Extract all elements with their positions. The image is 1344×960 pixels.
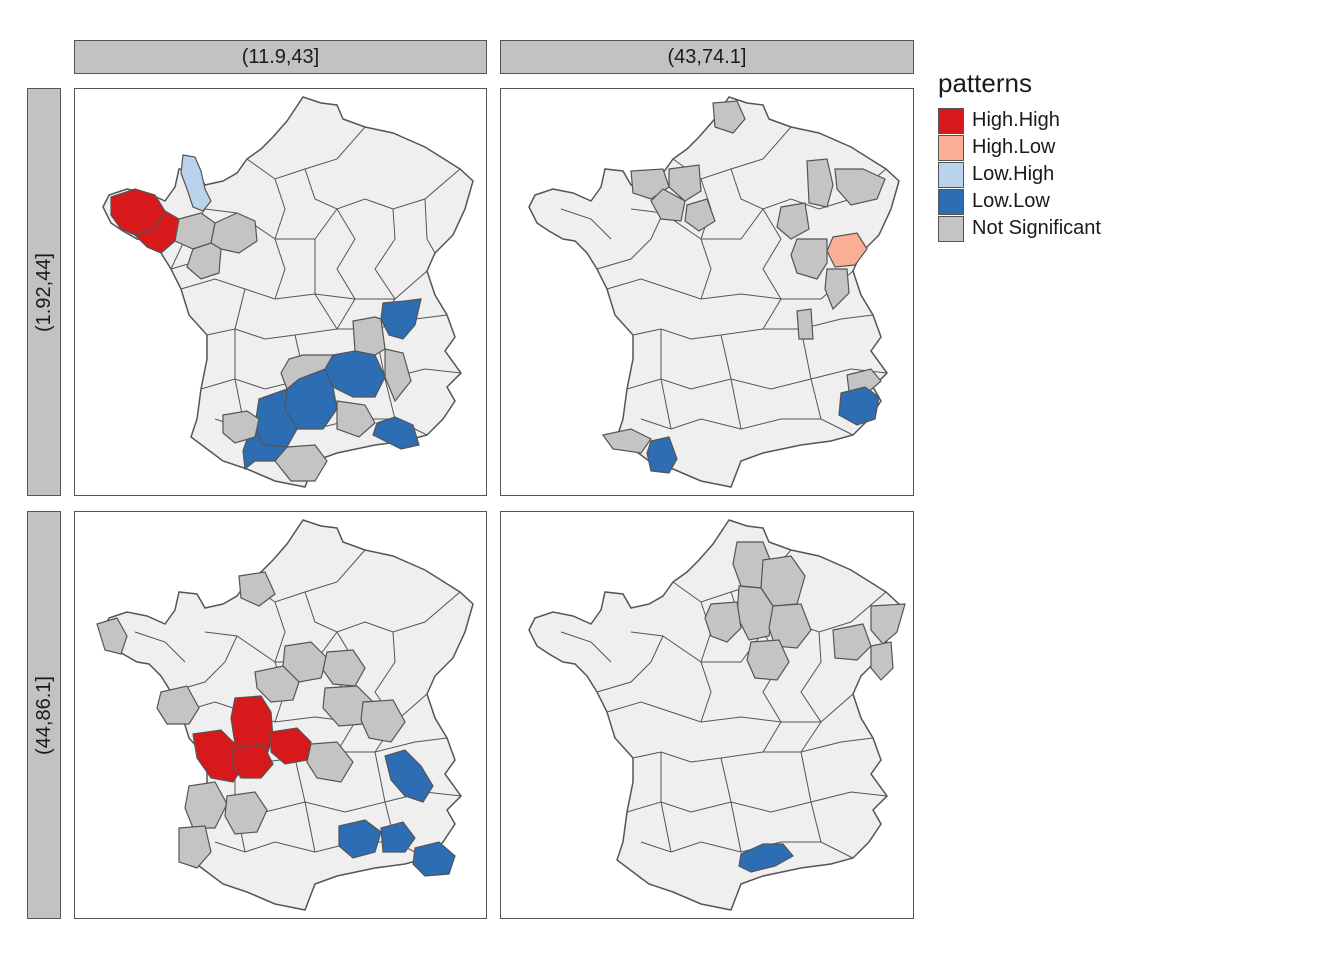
region-loire-atlantique bbox=[186, 242, 222, 280]
map-panel-r1-c2 bbox=[500, 88, 914, 496]
legend-item-high-low: High.Low bbox=[938, 134, 1101, 161]
region-bas-rhin bbox=[870, 603, 906, 645]
region-herault bbox=[738, 843, 794, 873]
region-yvelines bbox=[684, 198, 716, 232]
region-lot bbox=[306, 741, 354, 783]
region-bouches-du-rhone bbox=[372, 416, 420, 450]
france-outline bbox=[528, 519, 900, 911]
region-charente bbox=[232, 743, 274, 779]
map-svg bbox=[528, 519, 906, 911]
map-panel-r2-c1 bbox=[74, 511, 487, 919]
region-eure bbox=[668, 164, 702, 202]
region-alpes-de-haute-provence bbox=[838, 386, 880, 426]
row-strip-label: (44,86.1] bbox=[32, 675, 55, 755]
region-jura bbox=[824, 268, 850, 311]
region-nord bbox=[712, 100, 746, 134]
region-hautes-pyrenees bbox=[646, 436, 678, 474]
map-panel-r2-c2 bbox=[500, 511, 914, 919]
france-outline bbox=[102, 519, 474, 911]
legend-swatch bbox=[938, 161, 964, 188]
region-haut-rhin bbox=[870, 641, 894, 681]
legend-label: Not Significant bbox=[972, 217, 1101, 239]
region-finistere bbox=[96, 617, 128, 655]
region-calvados bbox=[238, 571, 276, 607]
column-strip-label: (43,74.1] bbox=[667, 45, 747, 68]
region-normandy-north bbox=[180, 154, 212, 212]
row-strip-2: (44,86.1] bbox=[27, 511, 61, 919]
region-yonne bbox=[746, 639, 790, 681]
column-strip-2: (43,74.1] bbox=[500, 40, 914, 74]
region-var bbox=[412, 841, 456, 877]
region-puy-de-dome bbox=[360, 699, 406, 743]
legend-item-not-significant: Not Significant bbox=[938, 215, 1101, 242]
region-aube bbox=[768, 603, 812, 649]
legend-item-high-high: High.High bbox=[938, 107, 1101, 134]
region-gers bbox=[222, 410, 260, 444]
region-dordogne bbox=[224, 791, 268, 835]
region-vendee bbox=[156, 685, 200, 725]
region-ardeche bbox=[384, 348, 412, 403]
map-panel-r1-c1 bbox=[74, 88, 487, 496]
region-indre bbox=[254, 665, 300, 703]
region-saone-et-loire bbox=[796, 308, 814, 340]
legend-label: Low.High bbox=[972, 163, 1055, 185]
highlighted-regions bbox=[704, 541, 906, 873]
region-loire bbox=[352, 316, 386, 356]
map-svg bbox=[96, 519, 474, 911]
region-vaucluse bbox=[380, 821, 416, 853]
region-var bbox=[336, 400, 376, 438]
region-drome bbox=[384, 749, 434, 803]
legend-item-low-low: Low.Low bbox=[938, 188, 1101, 215]
legend-swatch bbox=[938, 107, 964, 134]
region-moselle bbox=[834, 168, 886, 206]
region-gard bbox=[338, 819, 382, 859]
region-meuse bbox=[806, 158, 834, 208]
region-landes bbox=[178, 825, 212, 869]
region-hautes-alpes bbox=[846, 368, 882, 396]
legend-swatch bbox=[938, 188, 964, 215]
france-outline bbox=[528, 96, 900, 488]
region-vosges bbox=[832, 623, 872, 661]
column-strip-1: (11.9,43] bbox=[74, 40, 487, 74]
row-strip-1: (1.92,44] bbox=[27, 88, 61, 496]
region-oise bbox=[650, 188, 686, 222]
legend-swatch bbox=[938, 215, 964, 242]
highlighted-regions bbox=[96, 571, 456, 877]
legend: patterns High.High High.Low Low.High Low… bbox=[938, 68, 1101, 242]
row-strip-label: (1.92,44] bbox=[32, 252, 55, 332]
legend-title: patterns bbox=[938, 68, 1032, 98]
highlighted-regions bbox=[110, 154, 422, 482]
map-svg bbox=[102, 96, 474, 488]
region-pyrenees-atlantiques bbox=[601, 428, 652, 454]
legend-label: High.Low bbox=[972, 136, 1056, 158]
region-rhone-north bbox=[380, 298, 422, 340]
legend-label: Low.Low bbox=[972, 190, 1050, 212]
region-cantal bbox=[280, 354, 335, 391]
legend-label: High.High bbox=[972, 109, 1060, 131]
region-gironde bbox=[184, 781, 228, 829]
highlighted-regions bbox=[601, 100, 886, 474]
region-pyrenees-orientales bbox=[274, 444, 328, 482]
map-svg bbox=[528, 96, 900, 488]
region-paris-ring bbox=[704, 601, 742, 643]
legend-swatch bbox=[938, 134, 964, 161]
region-vosges bbox=[776, 202, 810, 240]
region-doubs bbox=[790, 238, 828, 280]
column-strip-label: (11.9,43] bbox=[241, 45, 320, 68]
legend-item-low-high: Low.High bbox=[938, 161, 1101, 188]
